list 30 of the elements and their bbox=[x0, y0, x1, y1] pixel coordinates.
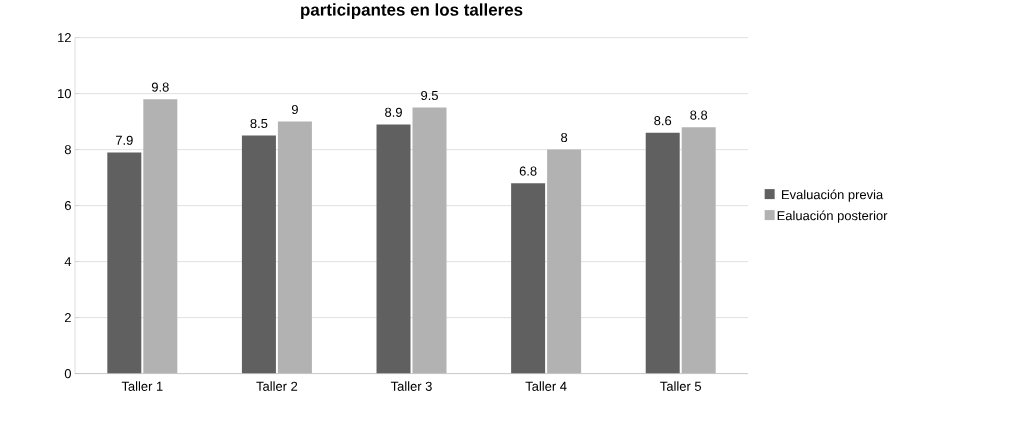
x-tick-label: Taller 2 bbox=[256, 381, 298, 392]
bar bbox=[376, 124, 411, 374]
x-tick-label: Taller 4 bbox=[525, 381, 567, 392]
data-label: 8 bbox=[561, 133, 568, 143]
chart-title: participantes en los talleres bbox=[301, 3, 523, 20]
data-label: 6.8 bbox=[519, 166, 537, 176]
bar bbox=[645, 133, 680, 374]
data-label: 8.5 bbox=[250, 119, 268, 129]
y-tick-label: 10 bbox=[58, 89, 71, 99]
data-label: 9.8 bbox=[151, 82, 169, 92]
bar bbox=[107, 152, 142, 374]
data-label: 7.9 bbox=[115, 135, 133, 146]
data-label: 8.9 bbox=[385, 107, 402, 118]
bar bbox=[511, 183, 546, 374]
data-label: 8.8 bbox=[690, 110, 708, 120]
y-tick-label: 8 bbox=[64, 145, 71, 155]
x-tick-label: Taller 3 bbox=[390, 381, 432, 392]
y-tick-label: 0 bbox=[64, 369, 71, 379]
y-tick-label: 12 bbox=[58, 33, 71, 43]
y-tick-label: 6 bbox=[64, 201, 71, 211]
x-tick-label: Taller 1 bbox=[121, 381, 163, 392]
y-tick-label: 4 bbox=[64, 257, 72, 267]
data-label: 8.6 bbox=[654, 116, 672, 126]
data-label: 9.5 bbox=[421, 91, 438, 101]
bar bbox=[241, 135, 276, 374]
legend-label: Evaluación previa bbox=[782, 189, 884, 203]
legend-label: Ealuación posterior bbox=[777, 210, 888, 223]
x-tick-label: Taller 5 bbox=[660, 381, 702, 392]
y-tick-label: 2 bbox=[64, 313, 71, 323]
data-label: 9 bbox=[291, 105, 298, 115]
